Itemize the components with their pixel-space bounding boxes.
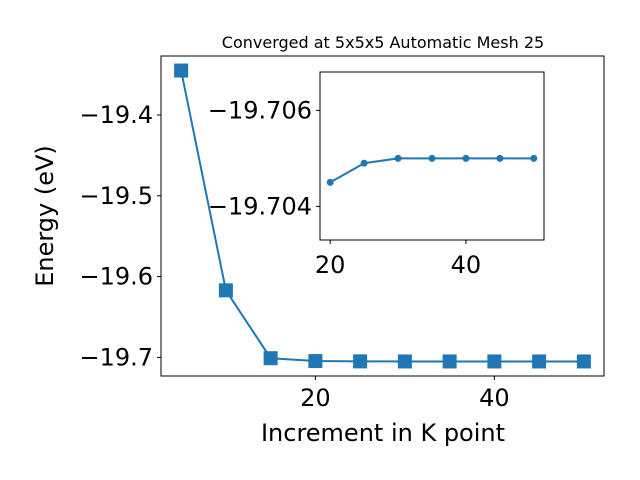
inset-chart: 20 40 −19.706 −19.704 — [208, 71, 545, 279]
data-point-square — [174, 63, 189, 78]
main-chart: Converged at 5x5x5 Automatic Mesh 25 Inc… — [31, 33, 605, 447]
y-tick-label: −19.4 — [79, 101, 153, 129]
y-tick-label: −19.7 — [79, 343, 153, 371]
y-tick-label: −19.6 — [79, 263, 153, 291]
inset-plot-frame — [319, 71, 545, 241]
main-plot-area: 20 40 −19.4 −19.5 −19.6 −19.7 — [79, 63, 591, 412]
x-tick-label: 20 — [300, 384, 331, 412]
data-point-circle — [394, 154, 402, 162]
y-axis-label: Energy (eV) — [31, 145, 59, 287]
data-point-square — [487, 354, 502, 369]
y-tick-label: −19.706 — [208, 96, 312, 124]
data-point-square — [353, 354, 368, 369]
main-plot-frame — [160, 55, 605, 377]
inset-plot-area: 20 40 −19.706 −19.704 — [208, 96, 538, 279]
x-tick-label: 20 — [315, 251, 346, 279]
data-point-square — [397, 354, 412, 369]
y-tick-label: −19.5 — [79, 182, 153, 210]
data-point-circle — [496, 154, 504, 162]
data-point-circle — [530, 154, 538, 162]
chart-title: Converged at 5x5x5 Automatic Mesh 25 — [222, 33, 544, 52]
data-point-circle — [360, 159, 368, 167]
series-line — [180, 70, 584, 363]
data-point-square — [218, 283, 233, 298]
x-tick-label: 40 — [479, 384, 510, 412]
x-tick-label: 40 — [451, 251, 482, 279]
data-point-square — [263, 351, 278, 366]
data-point-square — [308, 354, 323, 369]
data-point-circle — [326, 178, 334, 186]
data-point-circle — [462, 154, 470, 162]
data-point-square — [532, 354, 547, 369]
x-axis-label: Increment in K point — [261, 419, 505, 447]
data-point-square — [576, 354, 591, 369]
data-point-square — [442, 354, 457, 369]
y-tick-label: −19.704 — [208, 192, 312, 220]
data-point-circle — [428, 154, 436, 162]
